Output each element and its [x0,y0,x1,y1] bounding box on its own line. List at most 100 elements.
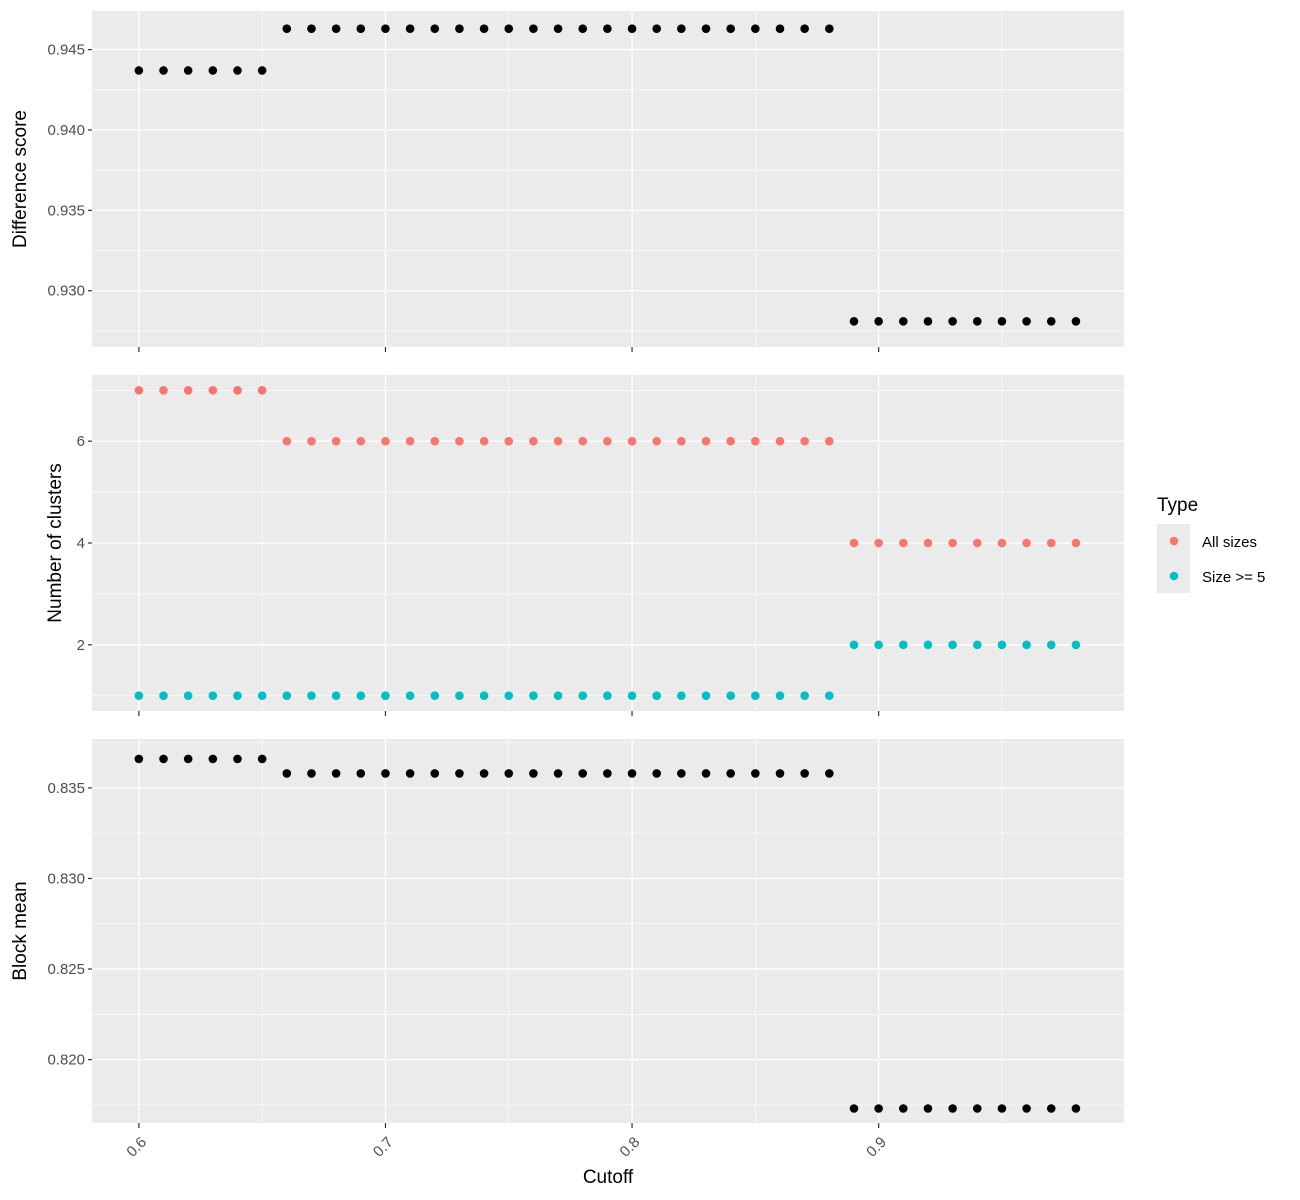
data-point [923,316,933,326]
data-point [800,691,809,701]
y-axis-title: Number of clusters [45,463,66,622]
panel-1: 0.930 0.935 0.940 0.945 Difference score [10,11,1124,352]
y-axis-title: Block mean [10,881,31,980]
data-point [627,436,637,446]
data-point [479,691,489,701]
data-point [751,24,760,33]
data-point [430,691,440,701]
data-point [751,436,760,446]
data-point [800,436,809,446]
data-point [233,385,242,395]
data-point [923,1104,933,1113]
data-point [874,538,883,548]
data-point [455,769,464,778]
data-point [134,385,144,395]
y-tick-label: 6 [77,433,85,450]
data-point [849,316,859,326]
data-point [430,24,440,33]
data-point [356,691,366,701]
data-point [331,769,341,778]
data-point [208,691,218,701]
y-tick-label: 0.825 [47,961,85,978]
data-point [701,691,711,701]
y-tick-label: 0.820 [47,1052,85,1069]
data-point [307,769,316,778]
data-point [578,24,588,33]
data-point [356,436,366,446]
data-point [381,24,390,33]
data-point [849,640,859,650]
data-point [997,640,1007,650]
data-point [1071,316,1081,326]
data-point [775,691,785,701]
data-point [208,66,218,75]
series-2 [134,640,1081,701]
legend-title: Type [1157,495,1198,516]
data-point [405,769,415,778]
data-point [504,769,514,778]
data-point [751,769,760,778]
data-point [997,1104,1007,1113]
data-point [1022,640,1031,650]
data-point [479,436,489,446]
chart-panels: 0.930 0.935 0.940 0.945 Difference score 2 4 6N… [10,11,1124,1161]
data-point [948,640,957,650]
data-point [849,538,859,548]
data-point [874,1104,883,1113]
data-point [677,691,686,701]
data-point [455,24,464,33]
y-tick-label: 4 [77,535,85,552]
data-point [627,24,637,33]
data-point [257,691,267,701]
data-point [948,538,957,548]
y-tick-label: 0.935 [47,202,85,219]
data-point [923,640,933,650]
data-point [282,691,292,701]
data-point [257,385,267,395]
data-point [578,691,588,701]
data-point [898,316,908,326]
data-point [701,436,711,446]
data-point [504,436,514,446]
data-point [775,24,785,33]
data-point [405,24,415,33]
data-point [307,436,316,446]
data-point [529,691,538,701]
data-point [972,316,982,326]
data-point [331,24,341,33]
data-point [825,24,834,33]
data-point [208,754,218,764]
data-point [972,1104,982,1113]
x-axis-title: Cutoff [583,1167,634,1188]
data-point [825,436,834,446]
data-point [257,66,267,75]
panel-2: 2 4 6 Number of clusters [45,375,1124,716]
data-point [307,24,316,33]
data-point [603,769,612,778]
data-point [726,691,735,701]
data-point [529,769,538,778]
data-point [627,769,637,778]
data-point [997,316,1007,326]
data-point [159,754,168,764]
data-point [455,691,464,701]
data-point [652,691,662,701]
data-point [183,66,193,75]
data-point [578,436,588,446]
x-tick-label: 0.8 [617,1134,644,1161]
data-point [134,691,144,701]
x-tick-label: 0.6 [123,1134,150,1161]
data-point [529,24,538,33]
data-point [553,691,563,701]
data-point [825,769,834,778]
data-point [208,385,218,395]
data-point [972,538,982,548]
y-tick-label: 0.940 [47,122,85,139]
data-point [1022,538,1031,548]
y-tick-label: 0.945 [47,42,85,59]
data-point [652,769,662,778]
x-tick-label: 0.7 [370,1134,397,1161]
data-point [652,436,662,446]
data-point [751,691,760,701]
